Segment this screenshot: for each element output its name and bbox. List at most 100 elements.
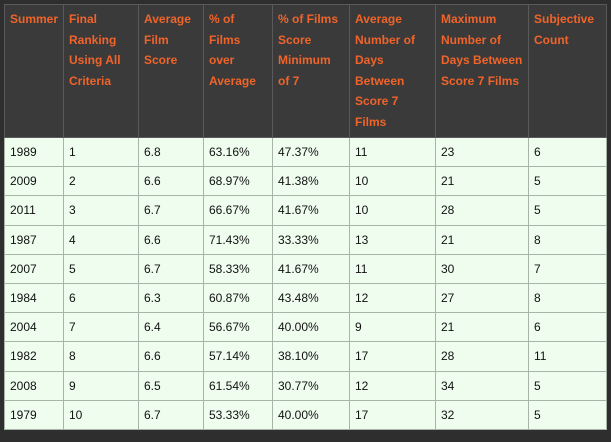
table-cell: 21 — [435, 312, 529, 343]
table-cell: 3 — [63, 195, 139, 226]
table-cell: 5 — [528, 370, 607, 401]
table-cell: 11 — [528, 341, 607, 372]
table-cell: 53.33% — [203, 399, 273, 430]
data-table: Summer Final Ranking Using All Criteria Av… — [4, 4, 607, 430]
table-cell: 2004 — [4, 312, 64, 343]
table-cell: 61.54% — [203, 370, 273, 401]
table-cell: 40.00% — [272, 312, 350, 343]
table-cell: 17 — [349, 399, 436, 430]
table-cell: 10 — [349, 195, 436, 226]
table-cell: 21 — [435, 224, 529, 255]
table-row: 1987 4 6.6 71.43% 33.33% 13 21 8 — [4, 224, 607, 255]
table-cell: 6.7 — [138, 195, 204, 226]
table-cell: 63.16% — [203, 136, 273, 168]
table-cell: 11 — [349, 253, 436, 284]
table-cell: 2009 — [4, 166, 64, 197]
table-cell: 47.37% — [272, 136, 350, 168]
table-cell: 5 — [63, 253, 139, 284]
table-cell: 6 — [528, 136, 607, 168]
table-cell: 57.14% — [203, 341, 273, 372]
column-header: Summer — [4, 4, 64, 138]
table-row: 1979 10 6.7 53.33% 40.00% 17 32 5 — [4, 399, 607, 430]
table-cell: 1979 — [4, 399, 64, 430]
table-cell: 21 — [435, 166, 529, 197]
table-cell: 38.10% — [272, 341, 350, 372]
table-body: 1989 1 6.8 63.16% 47.37% 11 23 6 2009 2 6.6 68.97% 4… — [4, 136, 607, 430]
table-cell: 8 — [528, 282, 607, 314]
table-cell: 8 — [63, 341, 139, 372]
table-cell: 12 — [349, 370, 436, 401]
table-cell: 12 — [349, 282, 436, 314]
table-cell: 5 — [528, 166, 607, 197]
table-cell: 6.8 — [138, 136, 204, 168]
table-cell: 10 — [349, 166, 436, 197]
table-row: 1989 1 6.8 63.16% 47.37% 11 23 6 — [4, 136, 607, 168]
table-cell: 30 — [435, 253, 529, 284]
table-cell: 58.33% — [203, 253, 273, 284]
table-cell: 1982 — [4, 341, 64, 372]
column-header: Final Ranking Using All Criteria — [63, 4, 139, 138]
table-cell: 43.48% — [272, 282, 350, 314]
table-cell: 11 — [349, 136, 436, 168]
table-cell: 6.6 — [138, 341, 204, 372]
table-cell: 40.00% — [272, 399, 350, 430]
table-cell: 1989 — [4, 136, 64, 168]
table-cell: 6.5 — [138, 370, 204, 401]
table-cell: 30.77% — [272, 370, 350, 401]
table-cell: 41.38% — [272, 166, 350, 197]
table-cell: 17 — [349, 341, 436, 372]
table-cell: 5 — [528, 399, 607, 430]
table-cell: 2008 — [4, 370, 64, 401]
table-cell: 5 — [528, 195, 607, 226]
table-cell: 6 — [63, 282, 139, 314]
column-header: Average Number of Days Between Score 7 F… — [349, 4, 436, 138]
column-header: Maximum Number of Days Between Score 7 F… — [435, 4, 529, 138]
header-row: Summer Final Ranking Using All Criteria Av… — [4, 4, 607, 138]
table-cell: 6.3 — [138, 282, 204, 314]
table-cell: 6 — [528, 312, 607, 343]
table-cell: 32 — [435, 399, 529, 430]
table-cell: 2 — [63, 166, 139, 197]
table-cell: 2007 — [4, 253, 64, 284]
table-cell: 71.43% — [203, 224, 273, 255]
table-cell: 9 — [349, 312, 436, 343]
table-cell: 34 — [435, 370, 529, 401]
table-cell: 41.67% — [272, 195, 350, 226]
table-cell: 1 — [63, 136, 139, 168]
table-row: 2007 5 6.7 58.33% 41.67% 11 30 7 — [4, 253, 607, 284]
table-cell: 2011 — [4, 195, 64, 226]
table-cell: 8 — [528, 224, 607, 255]
table-cell: 6.7 — [138, 253, 204, 284]
table-cell: 9 — [63, 370, 139, 401]
table-cell: 6.7 — [138, 399, 204, 430]
table-row: 2008 9 6.5 61.54% 30.77% 12 34 5 — [4, 370, 607, 401]
table-cell: 33.33% — [272, 224, 350, 255]
table-header: Summer Final Ranking Using All Criteria Av… — [4, 4, 607, 138]
table-cell: 56.67% — [203, 312, 273, 343]
table-cell: 13 — [349, 224, 436, 255]
table-row: 1984 6 6.3 60.87% 43.48% 12 27 8 — [4, 282, 607, 314]
table-cell: 10 — [63, 399, 139, 430]
table-row: 2011 3 6.7 66.67% 41.67% 10 28 5 — [4, 195, 607, 226]
table-row: 2004 7 6.4 56.67% 40.00% 9 21 6 — [4, 312, 607, 343]
table-cell: 28 — [435, 341, 529, 372]
column-header: Subjective Count — [528, 4, 607, 138]
column-header: % of Films Score Minimum of 7 — [272, 4, 350, 138]
table-cell: 41.67% — [272, 253, 350, 284]
table-cell: 28 — [435, 195, 529, 226]
table-cell: 6.6 — [138, 224, 204, 255]
table-cell: 4 — [63, 224, 139, 255]
table-cell: 27 — [435, 282, 529, 314]
column-header: % of Films over Average — [203, 4, 273, 138]
table-cell: 60.87% — [203, 282, 273, 314]
table-cell: 23 — [435, 136, 529, 168]
table-cell: 6.6 — [138, 166, 204, 197]
table-cell: 7 — [63, 312, 139, 343]
table-row: 2009 2 6.6 68.97% 41.38% 10 21 5 — [4, 166, 607, 197]
table-cell: 1987 — [4, 224, 64, 255]
table-cell: 1984 — [4, 282, 64, 314]
table-row: 1982 8 6.6 57.14% 38.10% 17 28 11 — [4, 341, 607, 372]
table-cell: 68.97% — [203, 166, 273, 197]
table-cell: 7 — [528, 253, 607, 284]
